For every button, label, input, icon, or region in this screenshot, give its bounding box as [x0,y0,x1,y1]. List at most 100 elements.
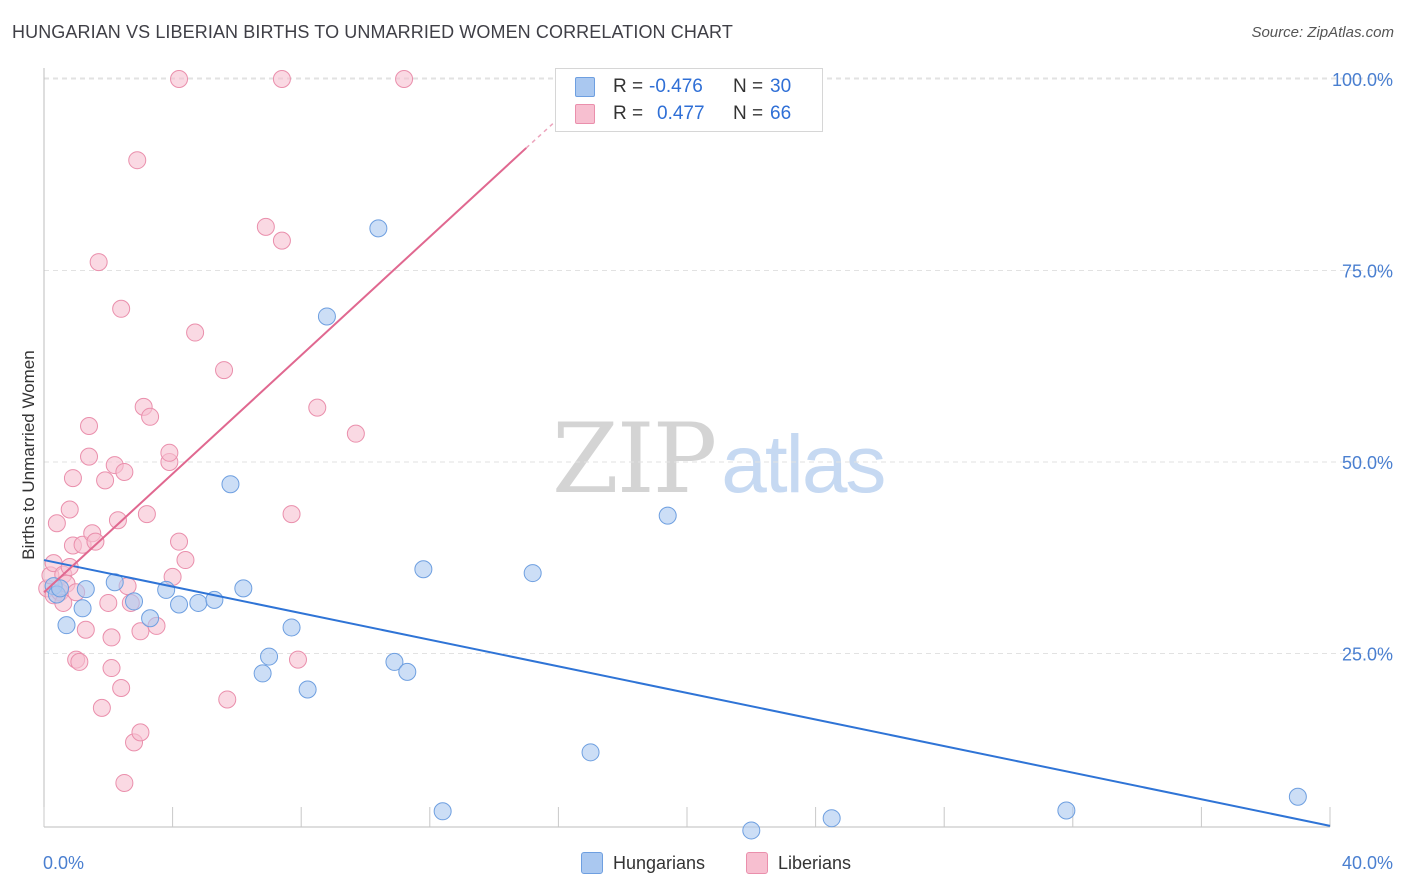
liberians-point [102,628,121,647]
liberians-point [92,698,111,717]
liberians-point [272,231,291,250]
watermark: ZIPatlas [552,403,886,515]
liberians-point [346,424,365,443]
liberians-point [141,407,160,426]
legend-swatch-liberians [575,104,595,124]
liberians-points [38,70,414,792]
legend-swatch-hungarians [581,852,603,874]
liberians-point [137,505,156,524]
legend-item-liberians[interactable]: Liberians [746,852,851,874]
legend-n-value: 66 [770,103,792,124]
hungarians-point [317,307,336,326]
gridlines [44,77,1394,654]
liberians-point [215,361,234,380]
watermark-zip: ZIP [552,403,717,515]
liberians-point [102,659,121,678]
hungarians-point [51,579,70,598]
liberians-point [108,511,127,530]
legend-swatch-liberians [746,852,768,874]
legend-r-value: 0.477 [657,103,705,124]
liberians-point [47,514,66,533]
legend-r-value: -0.476 [649,76,703,97]
legend-row-hungarians: R = -0.476 N = 30 [556,74,822,100]
hungarians-point [234,579,253,598]
liberians-trend-line [43,147,527,593]
source-label: Source: ZipAtlas.com [1251,24,1394,41]
hungarians-point [1288,787,1307,806]
hungarians-point [385,652,404,671]
liberians-point [89,253,108,272]
hungarians-point [170,595,189,614]
watermark-atlas: atlas [721,419,886,510]
hungarians-point [1057,801,1076,820]
liberians-point [160,443,179,462]
hungarians-point [398,662,417,681]
hungarians-point [742,821,761,840]
liberians-point [112,678,131,697]
x-tick-label: 40.0% [1342,853,1393,873]
liberians-point [112,299,131,318]
liberians-point [115,773,134,792]
legend-label-liberians: Liberians [778,852,852,873]
hungarians-points [44,219,1307,840]
hungarians-point [76,580,95,599]
legend-swatch-hungarians [575,77,595,97]
liberians-point [60,500,79,519]
liberians-point [288,650,307,669]
hungarians-point [253,664,272,683]
hungarians-point [433,802,452,821]
liberians-point [115,462,134,481]
liberians-point [76,620,95,639]
liberians-point [96,471,115,490]
x-tick-label: 0.0% [43,853,84,873]
axes [43,68,1331,828]
liberians-point [186,323,205,342]
hungarians-point [523,564,542,583]
hungarians-point [298,680,317,699]
hungarians-point [221,475,240,494]
trend-lines [43,112,1331,827]
hungarians-point [282,618,301,637]
hungarians-point [260,647,279,666]
liberians-point [282,505,301,524]
correlation-legend: R = -0.476 N = 30 R = 0.477 N = 66 [555,68,823,132]
legend-n-label: N = [733,103,764,124]
legend-r-label: R = [613,103,644,124]
liberians-point [170,70,189,88]
liberians-point [99,593,118,612]
legend-n-value: 30 [770,76,792,97]
hungarians-point [141,609,160,628]
liberians-point [128,151,147,170]
liberians-point [80,416,99,435]
liberians-point [272,70,291,88]
legend-n-label: N = [733,76,764,97]
liberians-point [63,469,82,488]
hungarians-point [658,506,677,525]
legend-row-liberians: R = 0.477 N = 66 [556,101,822,127]
legend-r-label: R = [613,76,644,97]
legend-item-hungarians[interactable]: Hungarians [581,852,705,874]
liberians-point [170,532,189,551]
liberians-point [395,70,414,88]
hungarians-point [369,219,388,238]
hungarians-point [189,593,208,612]
hungarians-point [57,616,76,635]
liberians-point [176,551,195,570]
hungarians-point [73,599,92,618]
liberians-point [70,652,89,671]
hungarians-point [125,592,144,611]
legend-label-hungarians: Hungarians [613,852,706,873]
chart-title: HUNGARIAN VS LIBERIAN BIRTHS TO UNMARRIE… [12,22,733,42]
y-tick-label: 100.0% [1332,70,1393,90]
liberians-point [218,690,237,709]
liberians-point [308,398,327,417]
hungarians-trend-line [43,559,1331,827]
y-tick-label: 25.0% [1342,645,1393,665]
liberians-point [80,447,99,466]
hungarians-point [581,743,600,762]
liberians-point [256,217,275,236]
tick-labels: 25.0% 50.0% 75.0% 100.0% 0.0% 40.0% [43,70,1393,873]
y-tick-label: 75.0% [1342,262,1393,282]
liberians-point [131,622,150,641]
